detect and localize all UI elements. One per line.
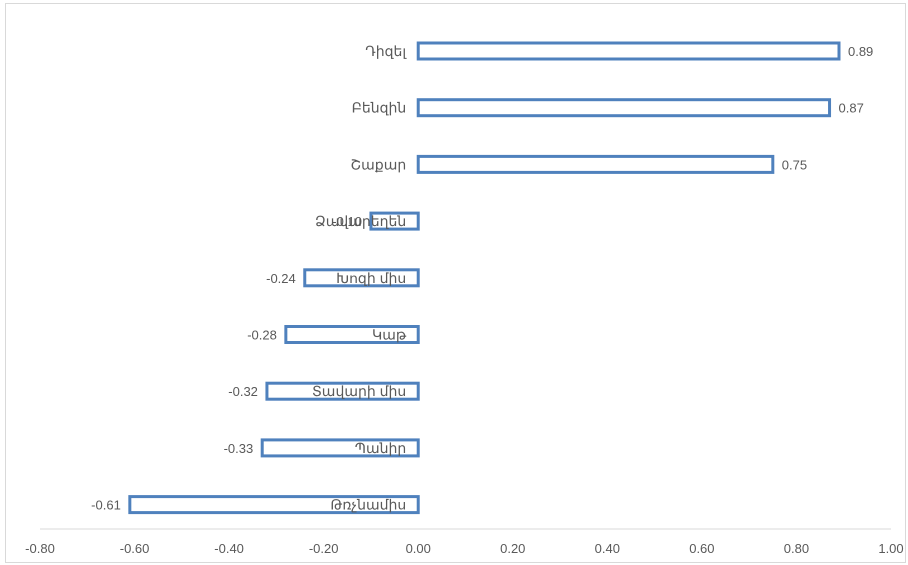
category-label: Դիզել — [365, 43, 407, 59]
category-label: Կաթ — [372, 327, 407, 343]
category-label: Թռչնամիս — [330, 497, 406, 513]
category-label: Պանիր — [355, 440, 406, 456]
bar[interactable] — [416, 41, 841, 61]
x-tick-label: -0.80 — [25, 541, 55, 556]
x-tick-label: -0.60 — [120, 541, 150, 556]
category-label: Շաքար — [351, 156, 407, 172]
data-label: -0.28 — [247, 328, 277, 343]
data-label: 0.75 — [782, 157, 807, 172]
data-label: -0.32 — [228, 384, 258, 399]
category-label: Խոզի միս — [336, 270, 406, 286]
bar[interactable] — [260, 438, 420, 458]
bar[interactable] — [416, 154, 775, 174]
x-tick-label: 0.20 — [500, 541, 525, 556]
data-label: 0.87 — [839, 101, 864, 116]
bar[interactable] — [265, 381, 420, 401]
bar[interactable] — [284, 325, 420, 344]
chart-area — [5, 3, 906, 563]
x-tick-label: 0.80 — [784, 541, 809, 556]
bar[interactable] — [416, 98, 832, 118]
data-label: -0.33 — [224, 441, 254, 456]
data-label: -0.10 — [332, 214, 362, 229]
bar[interactable] — [128, 495, 420, 515]
category-label: Տավարի միս — [312, 383, 406, 399]
x-tick-label: 0.00 — [406, 541, 431, 556]
bar[interactable] — [303, 268, 420, 288]
data-label: 0.89 — [848, 44, 873, 59]
x-tick-label: 0.60 — [689, 541, 714, 556]
bar[interactable] — [369, 211, 420, 231]
x-tick-label: -0.40 — [214, 541, 244, 556]
category-label: Ձավարեղեն — [315, 213, 406, 229]
x-tick-label: 1.00 — [878, 541, 903, 556]
data-label: -0.61 — [91, 498, 121, 513]
x-tick-label: 0.40 — [595, 541, 620, 556]
category-label: Բենզին — [352, 100, 407, 116]
data-label: -0.24 — [266, 271, 296, 286]
x-tick-label: -0.20 — [309, 541, 339, 556]
